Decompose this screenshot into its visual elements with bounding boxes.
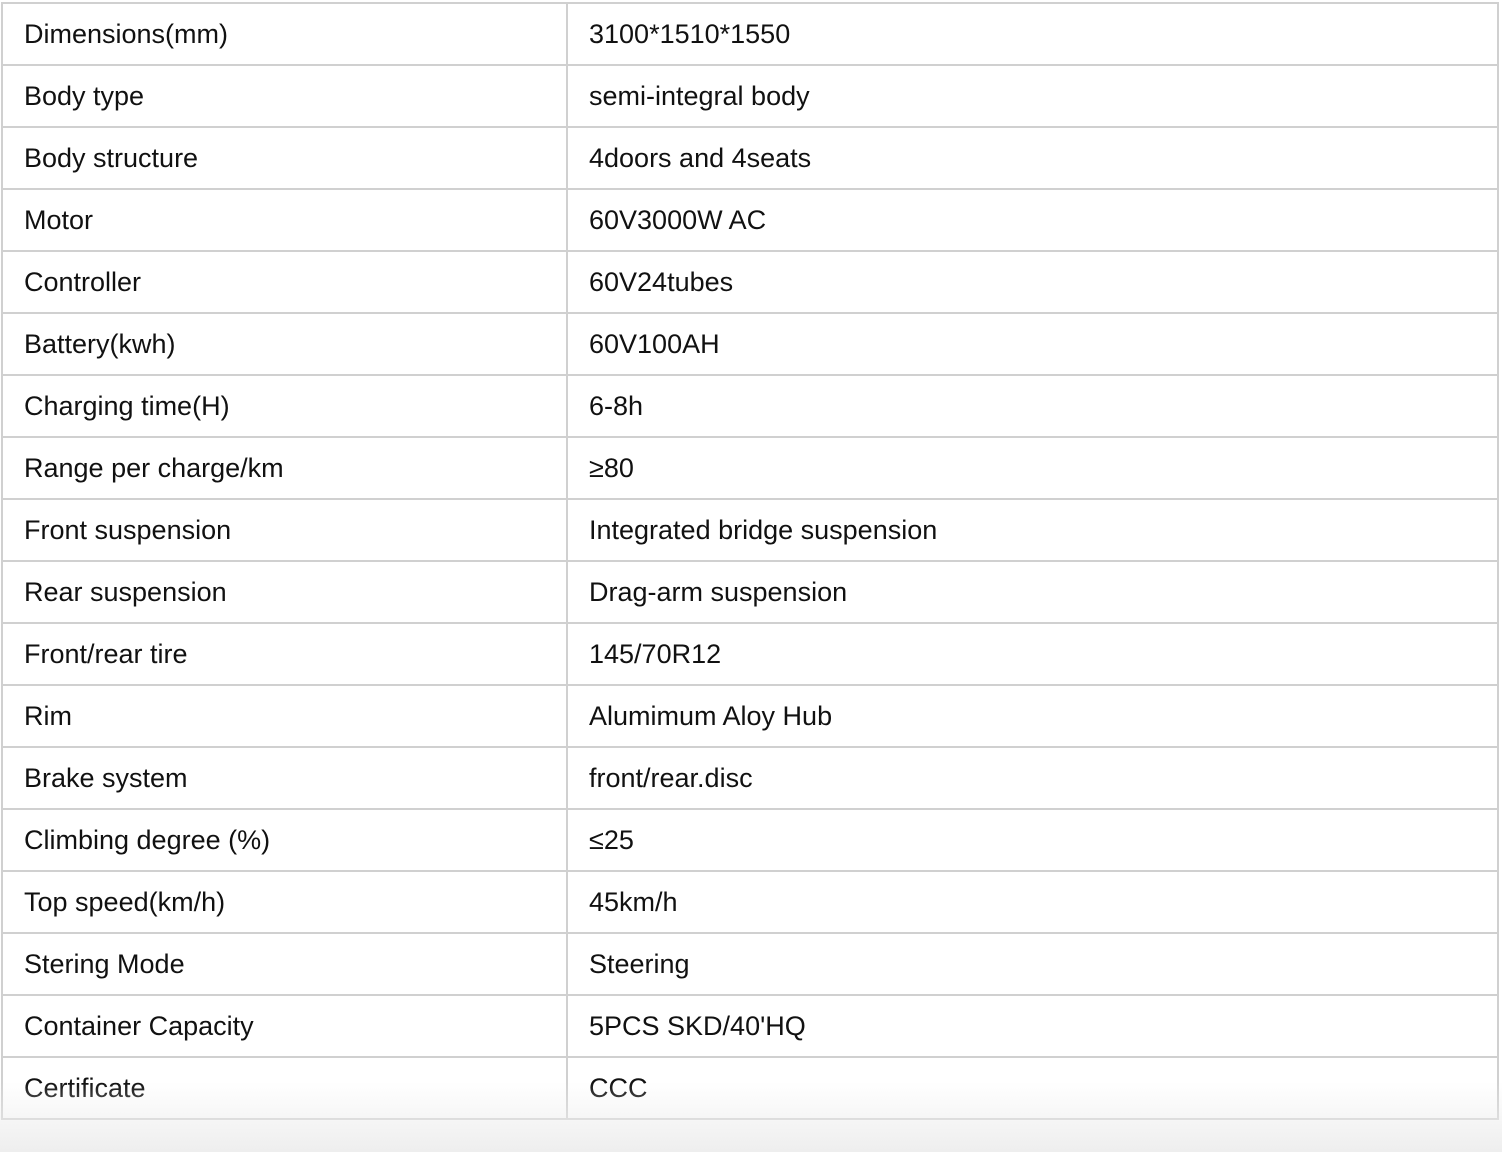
spec-value: 60V3000W AC <box>566 188 1499 252</box>
spec-value: 3100*1510*1550 <box>566 2 1499 66</box>
table-row: Rim Alumimum Aloy Hub <box>1 684 1499 748</box>
spec-label: Brake system <box>1 746 568 810</box>
spec-label: Dimensions(mm) <box>1 2 568 66</box>
spec-value: Drag-arm suspension <box>566 560 1499 624</box>
table-row: Front suspension Integrated bridge suspen… <box>1 498 1499 562</box>
spec-value: CCC <box>566 1056 1499 1120</box>
spec-label: Top speed(km/h) <box>1 870 568 934</box>
spec-label: Body structure <box>1 126 568 190</box>
spec-value: Steering <box>566 932 1499 996</box>
table-row: Battery(kwh) 60V100AH <box>1 312 1499 376</box>
spec-label: Controller <box>1 250 568 314</box>
table-row: Dimensions(mm) 3100*1510*1550 <box>1 2 1499 66</box>
spec-label: Front/rear tire <box>1 622 568 686</box>
table-row: Charging time(H) 6-8h <box>1 374 1499 438</box>
table-row: Body type semi-integral body <box>1 64 1499 128</box>
spec-value: 60V100AH <box>566 312 1499 376</box>
spec-label: Body type <box>1 64 568 128</box>
spec-label: Range per charge/km <box>1 436 568 500</box>
spec-value: Alumimum Aloy Hub <box>566 684 1499 748</box>
spec-label: Battery(kwh) <box>1 312 568 376</box>
table-row: Motor 60V3000W AC <box>1 188 1499 252</box>
spec-label: Container Capacity <box>1 994 568 1058</box>
spec-value: Integrated bridge suspension <box>566 498 1499 562</box>
table-row: Controller 60V24tubes <box>1 250 1499 314</box>
spec-label: Rim <box>1 684 568 748</box>
spec-value: 5PCS SKD/40'HQ <box>566 994 1499 1058</box>
table-row: Rear suspension Drag-arm suspension <box>1 560 1499 624</box>
spec-value: front/rear.disc <box>566 746 1499 810</box>
table-row: Brake system front/rear.disc <box>1 746 1499 810</box>
spec-label: Certificate <box>1 1056 568 1120</box>
spec-value: 45km/h <box>566 870 1499 934</box>
spec-value: 60V24tubes <box>566 250 1499 314</box>
table-row: Top speed(km/h) 45km/h <box>1 870 1499 934</box>
spec-label: Climbing degree (%) <box>1 808 568 872</box>
table-row: Stering Mode Steering <box>1 932 1499 996</box>
spec-value: 6-8h <box>566 374 1499 438</box>
spec-label: Rear suspension <box>1 560 568 624</box>
table-row: Certificate CCC <box>1 1056 1499 1120</box>
table-row: Climbing degree (%) ≤25 <box>1 808 1499 872</box>
spec-value: ≤25 <box>566 808 1499 872</box>
table-row: Body structure 4doors and 4seats <box>1 126 1499 190</box>
spec-label: Stering Mode <box>1 932 568 996</box>
spec-table: Dimensions(mm) 3100*1510*1550 Body type sem… <box>1 2 1499 1120</box>
spec-value: 145/70R12 <box>566 622 1499 686</box>
spec-label: Motor <box>1 188 568 252</box>
table-row: Container Capacity 5PCS SKD/40'HQ <box>1 994 1499 1058</box>
table-row: Range per charge/km ≥80 <box>1 436 1499 500</box>
spec-label: Charging time(H) <box>1 374 568 438</box>
table-row: Front/rear tire 145/70R12 <box>1 622 1499 686</box>
spec-label: Front suspension <box>1 498 568 562</box>
spec-value: semi-integral body <box>566 64 1499 128</box>
spec-value: 4doors and 4seats <box>566 126 1499 190</box>
spec-value: ≥80 <box>566 436 1499 500</box>
